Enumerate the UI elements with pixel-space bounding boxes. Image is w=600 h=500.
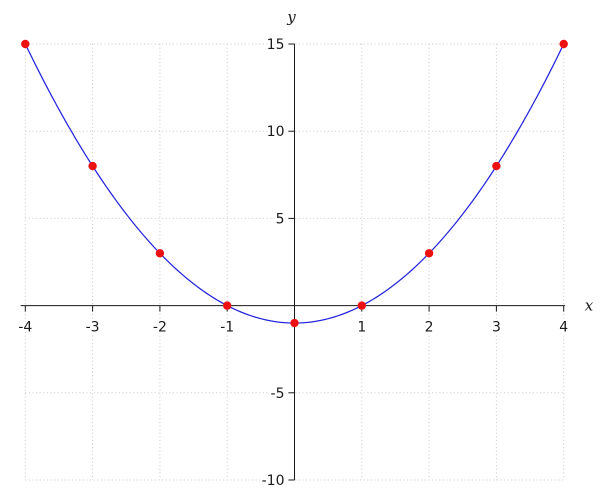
data-point <box>223 301 232 310</box>
data-point <box>21 39 30 49</box>
y-tick-label: -10 <box>262 473 285 489</box>
y-axis-label: y <box>286 8 296 26</box>
data-point <box>357 301 366 310</box>
y-tick-label: 15 <box>267 37 285 53</box>
data-point <box>559 39 568 49</box>
x-tick-label: 2 <box>425 320 434 336</box>
data-point <box>88 161 97 171</box>
y-tick-label: -5 <box>271 386 285 402</box>
x-tick-label: -1 <box>220 320 234 336</box>
x-axis-label: x <box>585 297 594 315</box>
x-tick-label: -3 <box>86 320 100 336</box>
x-tick-label: -2 <box>153 320 167 336</box>
data-point <box>290 318 299 328</box>
data-point <box>424 249 434 258</box>
x-tick-label: -4 <box>18 320 32 336</box>
data-point <box>155 249 165 258</box>
x-tick-label: 4 <box>559 320 568 336</box>
y-tick-label: 5 <box>276 211 285 227</box>
x-tick-label: 3 <box>492 320 501 336</box>
x-tick-label: 1 <box>357 320 366 336</box>
y-tick-label: 10 <box>267 124 285 140</box>
data-point <box>492 161 501 171</box>
